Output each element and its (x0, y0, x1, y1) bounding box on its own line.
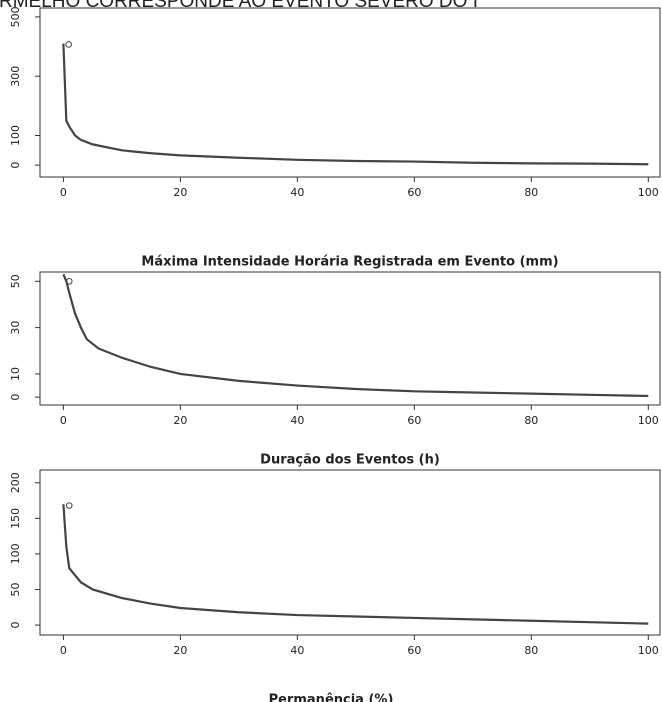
series-line (62, 43, 649, 166)
x-tick-label: 60 (407, 186, 421, 199)
plot-box (39, 469, 661, 636)
x-tick-label: 0 (60, 644, 67, 657)
x-tick-label: 100 (638, 186, 659, 199)
y-tick-label: 50 (9, 582, 22, 596)
y-tick-label: 0 (9, 622, 22, 629)
plot-box (39, 7, 661, 178)
chart-title: Duração dos Eventos (h) (260, 453, 440, 468)
y-tick-label: 10 (9, 367, 22, 381)
header-text: RMELHO CORRESPONDE AO EVENTO SEVERO DO I (0, 0, 478, 12)
x-tick-label: 80 (524, 186, 538, 199)
y-tick-label: 150 (9, 508, 22, 529)
x-tick-label: 0 (60, 414, 67, 427)
y-tick-label: 100 (9, 125, 22, 146)
chart-title: Máxima Intensidade Horária Registrada em… (141, 255, 558, 270)
series-line (62, 273, 649, 398)
x-tick-label: 0 (60, 186, 67, 199)
x-tick-label: 40 (290, 644, 304, 657)
x-axis-label: Permanência (%) (269, 693, 394, 702)
x-tick-label: 60 (407, 414, 421, 427)
max-marker (65, 277, 73, 285)
y-tick-label: 500 (9, 6, 22, 27)
plot-box (39, 271, 661, 406)
y-tick-label: 200 (9, 472, 22, 493)
x-tick-label: 20 (173, 414, 187, 427)
x-tick-label: 20 (173, 186, 187, 199)
max-marker (65, 41, 72, 48)
max-marker (65, 502, 73, 509)
x-tick-label: 40 (290, 186, 304, 199)
x-tick-label: 40 (290, 414, 304, 427)
x-tick-label: 80 (524, 414, 538, 427)
x-tick-label: 100 (638, 644, 659, 657)
y-tick-label: 100 (9, 543, 22, 564)
y-tick-label: 0 (9, 394, 22, 401)
y-tick-label: 300 (9, 66, 22, 87)
series-line (62, 504, 649, 625)
y-tick-label: 0 (9, 162, 22, 169)
x-tick-label: 80 (524, 644, 538, 657)
x-tick-label: 100 (638, 414, 659, 427)
y-tick-label: 50 (9, 274, 22, 288)
y-tick-label: 30 (9, 321, 22, 335)
x-tick-label: 60 (407, 644, 421, 657)
x-tick-label: 20 (173, 644, 187, 657)
